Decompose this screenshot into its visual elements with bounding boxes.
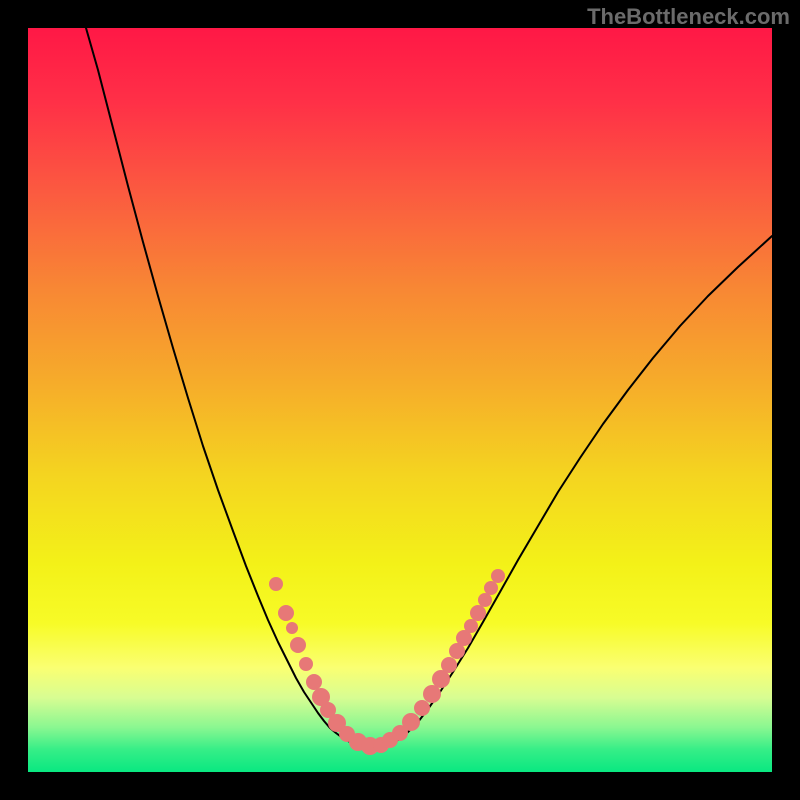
chart-container: TheBottleneck.com bbox=[0, 0, 800, 800]
plot-area bbox=[28, 28, 772, 772]
curve-marker bbox=[470, 605, 486, 621]
curve-markers bbox=[269, 569, 505, 755]
curve-marker bbox=[464, 619, 478, 633]
curve-marker bbox=[306, 674, 322, 690]
curve-marker bbox=[491, 569, 505, 583]
watermark-text: TheBottleneck.com bbox=[587, 4, 790, 30]
curve-marker bbox=[478, 593, 492, 607]
curve-marker bbox=[441, 657, 457, 673]
curve-layer bbox=[28, 28, 772, 772]
curve-marker bbox=[402, 713, 420, 731]
curve-marker bbox=[414, 700, 430, 716]
curve-marker bbox=[423, 685, 441, 703]
curve-marker bbox=[278, 605, 294, 621]
curve-marker bbox=[286, 622, 298, 634]
curve-marker bbox=[269, 577, 283, 591]
curve-marker bbox=[484, 581, 498, 595]
curve-marker bbox=[290, 637, 306, 653]
bottleneck-curve bbox=[86, 28, 772, 747]
curve-marker bbox=[299, 657, 313, 671]
